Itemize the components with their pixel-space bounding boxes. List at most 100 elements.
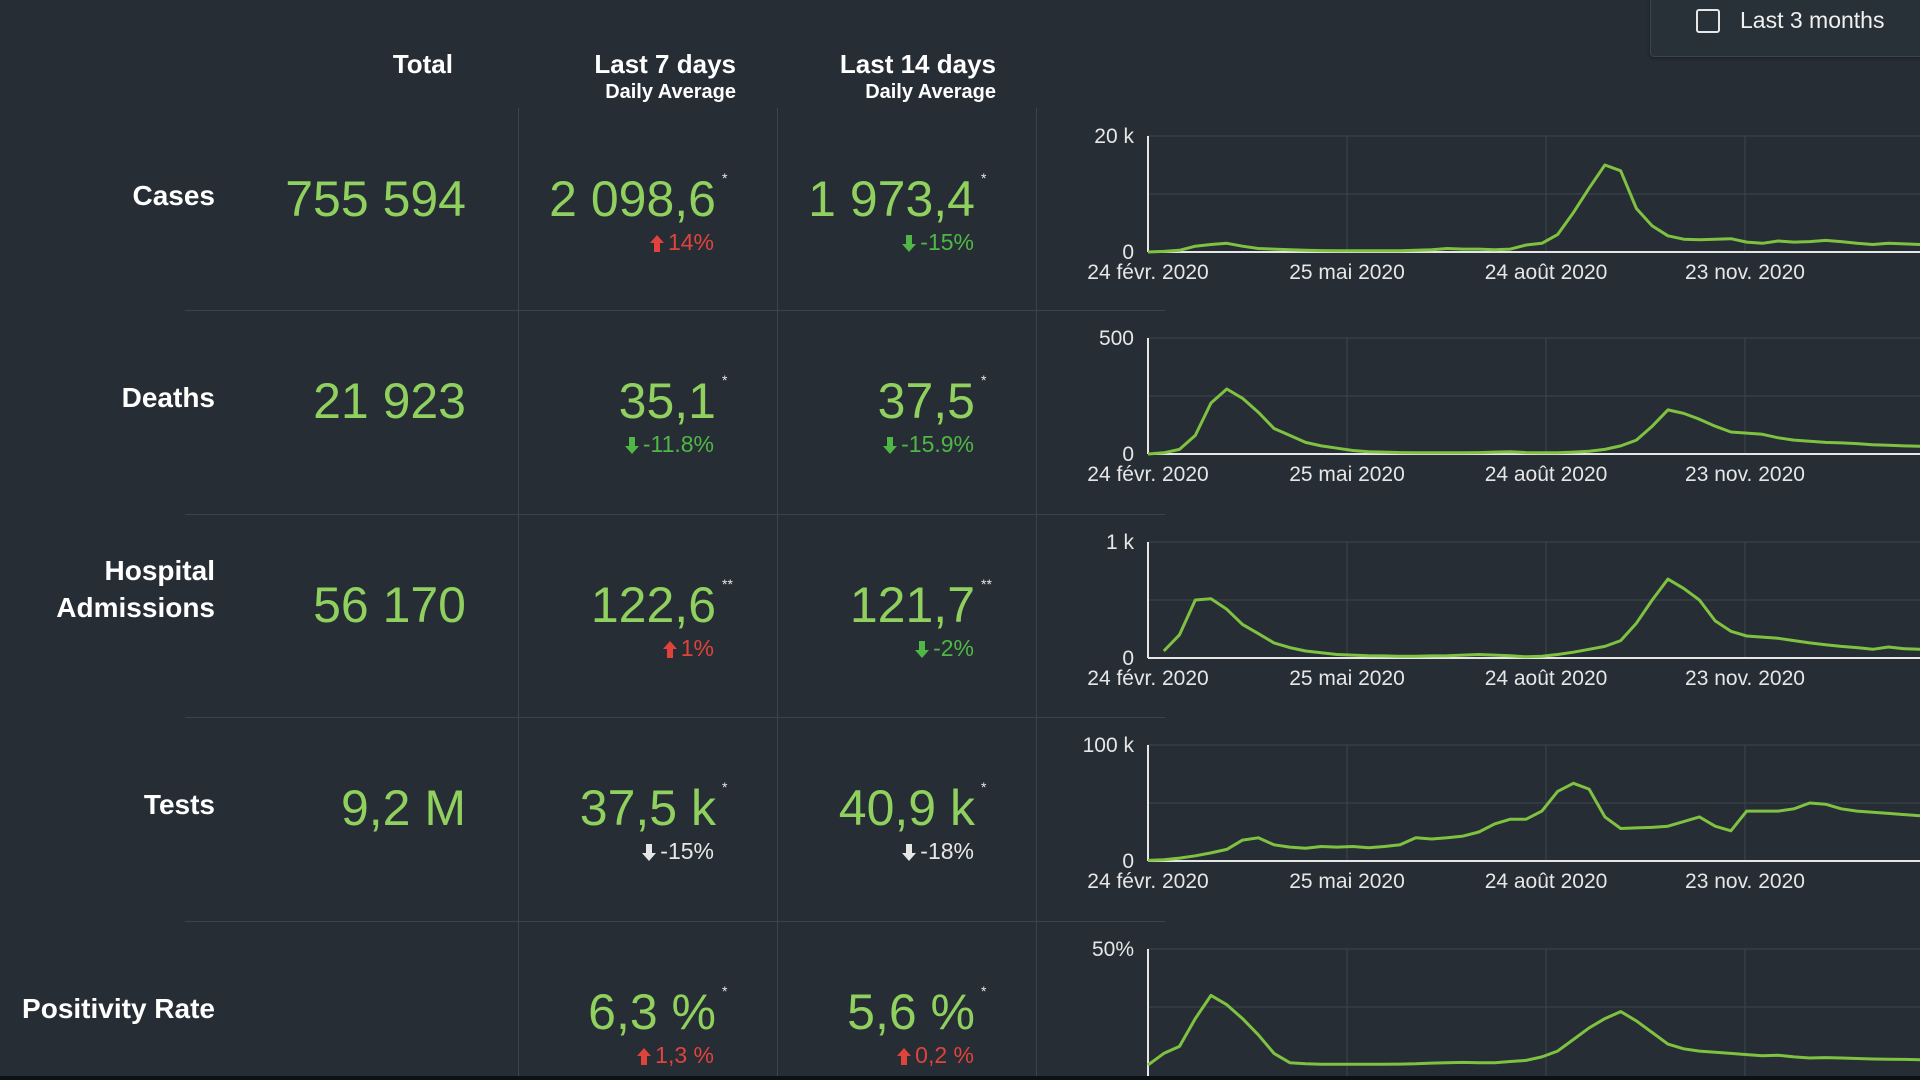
row-label: Hospital Admissions [0,552,215,626]
checkbox-icon[interactable] [1696,9,1720,33]
arrow-down-icon [883,437,898,454]
avg7-change-text: 14% [667,229,714,255]
x-tick-label: 24 août 2020 [1485,870,1608,893]
header-last14: Last 14 days Daily Average [780,48,996,104]
avg7-change: -11.8% [560,430,714,458]
row-divider [185,921,1165,922]
toggle-label: Last 3 months [1740,7,1885,33]
arrow-down-icon [624,437,639,454]
trend-chart: 50% [1092,938,1920,1080]
avg7-footnote: ** [722,576,733,592]
avg7-change-text: -11.8% [642,431,714,457]
y-tick-label: 0 [1122,647,1134,670]
trend-chart: 0 20 k 24 févr. 2020 25 mai 2020 24 août 202… [1087,125,1920,284]
arrow-up-icon [637,1048,652,1065]
total-value: 21 923 [313,373,466,429]
avg7-footnote: * [722,170,728,186]
row-divider [185,514,1165,515]
row-label-line1: Hospital [104,555,215,586]
avg14-change-text: -18% [920,838,974,864]
trend-chart: 0 500 24 févr. 2020 25 mai 2020 24 août 2020… [1087,327,1920,486]
avg14-value: 37,5 [877,373,975,429]
avg14-value: 1 973,4 [808,171,975,227]
avg7-value: 2 098,6 [549,171,716,227]
trend-chart: 0 1 k 24 févr. 2020 25 mai 2020 24 août 2020… [1087,531,1920,690]
series-line [1147,387,1920,456]
avg14-value: 121,7 [849,577,975,633]
x-tick-label: 25 mai 2020 [1289,261,1405,284]
x-tick-label: 24 févr. 2020 [1087,667,1208,690]
arrow-down-icon [915,641,930,658]
avg7-change: 14% [560,228,714,256]
row-label: Cases [132,180,215,211]
series-line [1162,577,1920,659]
header-last14-sub: Daily Average [865,81,996,103]
avg14-change: 0,2 % [820,1041,974,1069]
avg14-change-text: -15% [920,229,974,255]
row-label: Deaths [121,382,215,413]
row-label: Positivity Rate [22,993,215,1024]
column-divider [518,108,519,1080]
avg14-change: -18% [820,837,974,865]
avg7-footnote: * [722,779,728,795]
row-label-line2: Admissions [56,592,215,623]
y-tick-label: 500 [1099,327,1134,350]
header-total-label: Total [392,49,453,79]
header-last14-label: Last 14 days [839,49,996,79]
header-last7-label: Last 7 days [594,49,736,79]
arrow-down-icon [642,844,657,861]
y-tick-label: 50% [1092,938,1134,961]
x-tick-label: 23 nov. 2020 [1685,870,1805,893]
header-last7: Last 7 days Daily Average [520,48,736,104]
avg7-change-text: 1,3 % [655,1042,714,1068]
avg14-footnote: * [981,372,987,388]
trend-chart: 0 100 k 24 févr. 2020 25 mai 2020 24 août 20… [1083,734,1920,893]
row-label: Tests [143,789,215,820]
y-tick-label: 20 k [1094,125,1134,148]
avg14-footnote: * [981,170,987,186]
avg7-value: 122,6 [590,577,716,633]
avg7-change: 1% [560,634,714,662]
row-divider [185,310,1165,311]
x-tick-label: 24 févr. 2020 [1087,870,1208,893]
y-tick-label: 0 [1122,443,1134,466]
x-tick-label: 23 nov. 2020 [1685,261,1805,284]
avg14-footnote: * [981,779,987,795]
y-tick-label: 1 k [1106,531,1135,554]
x-tick-label: 24 août 2020 [1485,261,1608,284]
x-tick-label: 23 nov. 2020 [1685,463,1805,486]
avg7-value: 6,3 % [588,984,716,1040]
avg7-value: 37,5 k [579,780,716,836]
avg14-change: -15.9% [820,430,974,458]
x-tick-label: 25 mai 2020 [1289,463,1405,486]
header-total: Total [300,48,453,80]
y-tick-label: 0 [1122,241,1134,264]
header-last7-sub: Daily Average [605,81,736,103]
avg7-change-text: 1% [680,635,714,661]
arrow-up-icon [662,641,677,658]
x-tick-label: 24 août 2020 [1485,463,1608,486]
avg7-footnote: * [722,983,728,999]
y-tick-label: 0 [1122,850,1134,873]
x-tick-label: 25 mai 2020 [1289,667,1405,690]
last-3-months-toggle[interactable]: Last 3 months [1650,0,1920,57]
series-line [1147,993,1920,1067]
x-tick-label: 24 févr. 2020 [1087,261,1208,284]
series-line [1147,163,1920,254]
arrow-down-icon [902,844,917,861]
total-value: 755 594 [285,171,466,227]
avg7-value: 35,1 [618,373,716,429]
avg14-change: -2% [820,634,974,662]
x-tick-label: 25 mai 2020 [1289,870,1405,893]
bottom-scrollbar[interactable] [0,1076,1920,1080]
arrow-down-icon [902,235,917,252]
avg7-change: -15% [560,837,714,865]
y-tick-label: 100 k [1083,734,1135,757]
x-tick-label: 24 août 2020 [1485,667,1608,690]
total-value: 9,2 M [340,780,466,836]
avg7-change-text: -15% [660,838,714,864]
avg14-change-text: 0,2 % [915,1042,974,1068]
avg7-change: 1,3 % [560,1041,714,1069]
x-tick-label: 24 févr. 2020 [1087,463,1208,486]
